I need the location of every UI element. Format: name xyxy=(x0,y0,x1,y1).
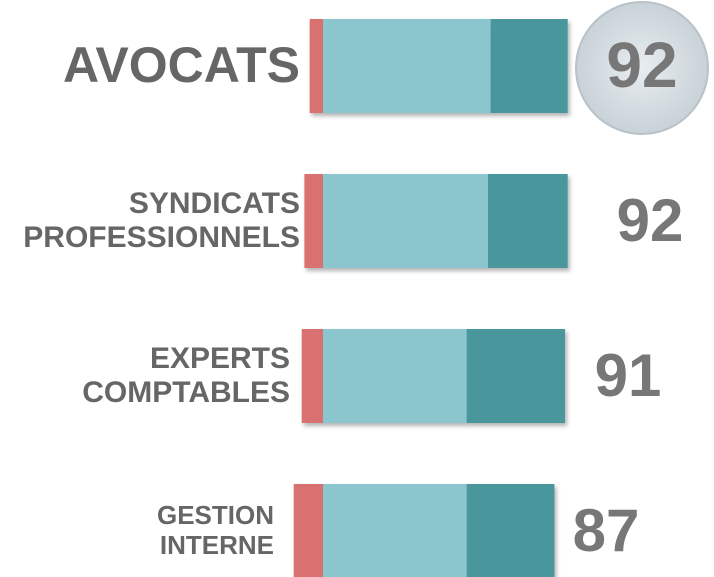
bar-group xyxy=(304,174,567,268)
bar-segment xyxy=(491,19,568,113)
bar-segment xyxy=(323,19,491,113)
bar-group xyxy=(294,484,555,577)
category-label: GESTION INTERNE xyxy=(134,501,274,561)
bar-segment xyxy=(310,19,323,113)
bar-segment xyxy=(323,484,467,577)
category-label: SYNDICATS PROFESSIONNELS xyxy=(0,187,300,256)
bar-segment xyxy=(467,329,565,423)
bar-segment xyxy=(467,484,555,577)
bar-segment xyxy=(488,174,568,268)
category-label: AVOCATS xyxy=(0,37,300,95)
page: 92929187 (() => { const data = JSON.pars… xyxy=(0,0,714,577)
total-label: 91 xyxy=(595,342,662,409)
bar-group xyxy=(310,19,568,113)
bar-segment xyxy=(304,174,323,268)
bar-group xyxy=(302,329,565,423)
bar-segment xyxy=(323,329,467,423)
bar-segment xyxy=(302,329,323,423)
total-label: 87 xyxy=(573,497,640,564)
total-label: 92 xyxy=(606,29,677,101)
total-label: 92 xyxy=(617,187,684,254)
category-label: EXPERTS COMPTABLES xyxy=(0,342,290,411)
bar-segment xyxy=(294,484,323,577)
bar-segment xyxy=(323,174,488,268)
